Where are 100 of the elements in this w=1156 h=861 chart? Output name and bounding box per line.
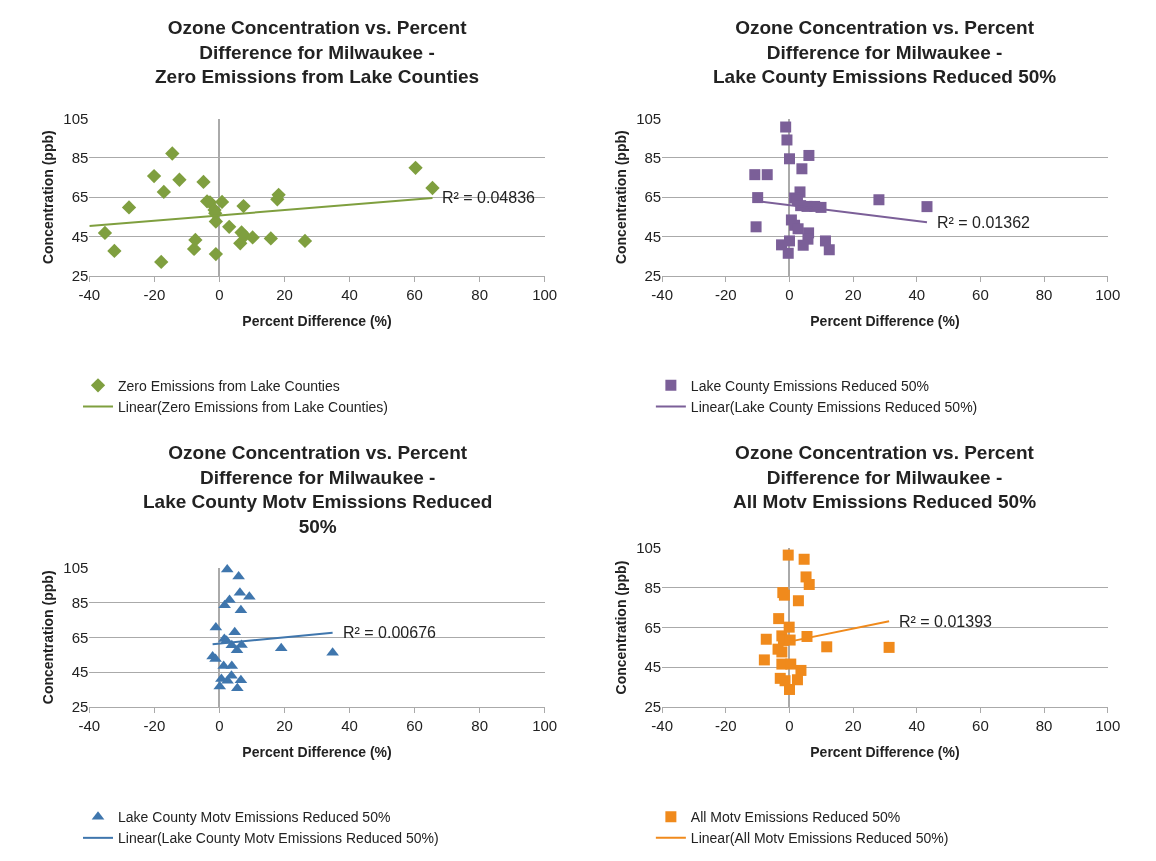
y-tick-label: 25 (644, 266, 662, 284)
point (232, 570, 245, 580)
point (873, 194, 885, 206)
y-tick-label: 85 (644, 149, 662, 167)
point (792, 595, 804, 607)
x-tick-label: -40 (78, 716, 101, 734)
x-tick-label: 80 (1035, 285, 1053, 303)
legend-label: Lake County Emissions Reduced 50% (690, 377, 930, 394)
point (425, 180, 440, 196)
chart-title: Ozone Concentration vs. Percent Difference for Milwaukee - All Motv Emissions Reduced 50% (733, 442, 1037, 513)
x-tick-label: 80 (471, 285, 488, 303)
y-tick-label: 65 (71, 628, 89, 646)
x-tick-label: 40 (341, 285, 358, 303)
y-tick-label: 25 (644, 698, 662, 716)
x-tick-label: -20 (143, 285, 166, 303)
legend-label: Zero Emissions from Lake Counties (118, 377, 340, 394)
annotation: R² = 0.00676 (343, 624, 437, 641)
point (773, 613, 785, 625)
point (921, 201, 933, 213)
point (236, 198, 251, 214)
point (196, 174, 211, 190)
x-tick-label: 40 (908, 285, 926, 303)
point (783, 153, 795, 165)
point (780, 121, 792, 133)
legend-label: Linear(Lake County Motv Emissions Reduced 50%) (118, 830, 439, 847)
y-tick-label: 45 (644, 658, 662, 676)
point (797, 239, 809, 251)
x-axis-title: Percent Difference (%) (242, 312, 392, 329)
y-tick-label: 105 (636, 110, 662, 128)
x-tick-label: 100 (1095, 285, 1121, 303)
point (156, 184, 171, 200)
point (749, 169, 761, 181)
x-tick-label: 100 (532, 285, 558, 303)
point (97, 225, 113, 241)
point (761, 169, 773, 181)
x-tick-label: 60 (972, 716, 989, 734)
y-tick-label: 85 (71, 149, 89, 167)
point (230, 682, 244, 692)
point (220, 563, 234, 573)
point (783, 235, 795, 247)
point (796, 163, 808, 175)
annotation: R² = 0.01362 (937, 214, 1031, 231)
x-tick-label: 60 (406, 716, 423, 734)
y-axis-title: Concentration (ppb) (39, 130, 56, 265)
point (172, 172, 187, 187)
x-tick-label: 0 (785, 716, 794, 734)
y-tick-label: 85 (644, 579, 662, 597)
point (107, 243, 122, 259)
chart-title: Ozone Concentration vs. Percent Difference for Milwaukee - Lake County Emissions Reduced 50% (713, 17, 1057, 88)
x-tick-label: 60 (972, 285, 989, 303)
x-axis-title: Percent Difference (%) (810, 744, 960, 761)
x-tick-label: 80 (1035, 716, 1053, 734)
legend-label: Linear(Zero Emissions from Lake Counties) (118, 398, 389, 415)
x-tick-label: -20 (715, 716, 737, 734)
point (782, 247, 794, 259)
x-tick-label: 0 (215, 716, 224, 734)
point (782, 549, 794, 561)
x-tick-label: 20 (844, 285, 862, 303)
legend-label: Linear(All Motv Emissions Reduced 50%) (690, 830, 949, 847)
chart-title: Ozone Concentration vs. Percent Difference for Milwaukee - Lake County Motv Emissions Reduced 50% (143, 442, 493, 538)
x-tick-label: -20 (143, 716, 166, 734)
y-tick-label: 45 (71, 227, 89, 245)
point (758, 654, 770, 666)
point (883, 641, 895, 653)
x-tick-label: -40 (651, 285, 674, 303)
x-tick-label: -20 (715, 285, 737, 303)
y-tick-label: 105 (63, 559, 89, 576)
y-tick-label: 65 (71, 188, 89, 206)
point (297, 233, 313, 249)
x-tick-label: 20 (276, 716, 293, 734)
point (165, 146, 180, 161)
x-tick-label: 40 (341, 716, 358, 734)
point (823, 244, 835, 256)
point (214, 194, 230, 210)
point (750, 221, 762, 233)
annotation: R² = 0.04836 (442, 189, 536, 206)
y-tick-label: 25 (71, 698, 89, 716)
point (798, 553, 810, 565)
x-tick-label: 0 (785, 285, 794, 303)
chart-title: Ozone Concentration vs. Percent Difference for Milwaukee - Zero Emissions from Lake Counties (155, 17, 480, 88)
y-tick-label: 105 (63, 110, 89, 128)
y-axis-title: Concentration (ppb) (612, 130, 629, 265)
point (783, 683, 795, 695)
y-tick-label: 105 (636, 539, 662, 557)
point (752, 192, 764, 204)
point (408, 160, 423, 175)
x-tick-label: 100 (1095, 716, 1121, 734)
legend-label: Linear(Lake County Emissions Reduced 50%) (690, 398, 978, 415)
legend-label: All Motv Emissions Reduced 50% (690, 809, 901, 826)
x-tick-label: 80 (471, 716, 488, 734)
point (263, 231, 278, 246)
x-tick-label: -40 (651, 716, 674, 734)
legend-label: Lake County Motv Emissions Reduced 50% (118, 809, 391, 826)
y-tick-label: 45 (71, 663, 89, 681)
y-tick-label: 85 (71, 593, 89, 611)
point (154, 254, 169, 270)
x-tick-label: -40 (78, 285, 101, 303)
x-tick-label: 0 (215, 285, 224, 303)
point (760, 633, 772, 645)
point (146, 168, 162, 184)
